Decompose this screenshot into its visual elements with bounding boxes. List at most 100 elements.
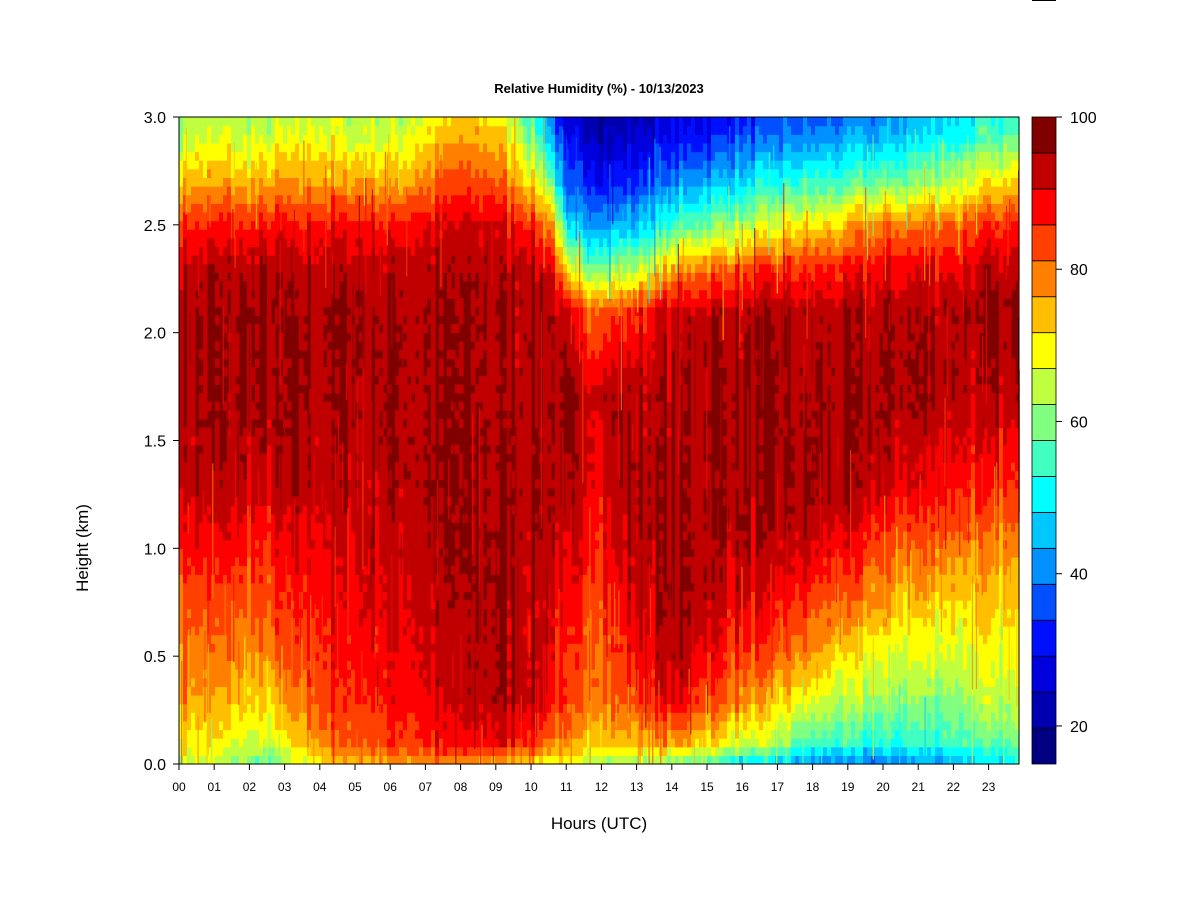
heatmap-cell: [223, 694, 228, 705]
heatmap-cell: [187, 617, 192, 627]
heatmap-cell: [311, 410, 316, 420]
heatmap-cell: [479, 651, 484, 662]
heatmap-cell: [351, 591, 356, 601]
heatmap-cell: [219, 694, 224, 705]
heatmap-cell: [251, 686, 256, 696]
heatmap-cell: [311, 643, 316, 653]
heatmap-cell: [243, 177, 248, 187]
heatmap-cell: [271, 574, 276, 584]
heatmap-cell: [183, 194, 188, 204]
heatmap-cell: [451, 565, 456, 575]
heatmap-cell: [247, 255, 252, 265]
heatmap-cell: [199, 738, 204, 748]
heatmap-cell: [287, 556, 292, 567]
heatmap-cell: [347, 229, 352, 239]
heatmap-cell: [431, 315, 436, 325]
heatmap-cell: [383, 600, 388, 610]
heatmap-cell: [399, 211, 404, 222]
heatmap-cell: [307, 651, 312, 662]
heatmap-cell: [379, 574, 384, 584]
heatmap-cell: [347, 117, 352, 127]
heatmap-cell: [419, 600, 424, 610]
heatmap-cell: [379, 229, 384, 239]
heatmap-cell: [219, 470, 224, 480]
heatmap-cell: [491, 410, 496, 420]
heatmap-cell: [427, 237, 432, 247]
heatmap-cell: [491, 496, 496, 506]
heatmap-cell: [351, 565, 356, 575]
heatmap-cell: [207, 651, 212, 662]
heatmap-cell: [411, 660, 416, 670]
heatmap-cell: [495, 669, 500, 679]
heatmap-cell: [311, 125, 316, 135]
heatmap-cell: [287, 565, 292, 575]
heatmap-cell: [487, 548, 492, 558]
heatmap-cell: [271, 565, 276, 575]
heatmap-cell: [303, 298, 308, 308]
heatmap-cell: [219, 211, 224, 222]
heatmap-cell: [299, 194, 304, 204]
heatmap-cell: [355, 151, 360, 161]
heatmap-cell: [183, 651, 188, 662]
heatmap-cell: [447, 720, 452, 731]
heatmap-cell: [491, 600, 496, 610]
heatmap-cell: [403, 375, 408, 386]
heatmap-cell: [323, 660, 328, 670]
heatmap-cell: [439, 694, 444, 705]
heatmap-cell: [471, 255, 476, 265]
heatmap-cell: [179, 487, 184, 498]
heatmap-cell: [355, 669, 360, 679]
heatmap-cell: [483, 237, 488, 247]
heatmap-cell: [347, 220, 352, 230]
heatmap-cell: [247, 134, 252, 144]
heatmap-cell: [311, 591, 316, 601]
heatmap-cell: [423, 755, 428, 765]
heatmap-cell: [223, 324, 228, 334]
heatmap-cell: [499, 375, 504, 386]
heatmap-cell: [423, 531, 428, 541]
heatmap-cell: [355, 125, 360, 135]
heatmap-cell: [279, 634, 284, 644]
heatmap-cell: [375, 332, 380, 342]
heatmap-cell: [311, 246, 316, 256]
heatmap-cell: [459, 729, 464, 739]
heatmap-cell: [479, 393, 484, 403]
heatmap-cell: [215, 625, 220, 636]
heatmap-cell: [487, 229, 492, 239]
heatmap-cell: [251, 410, 256, 420]
heatmap-cell: [267, 462, 272, 472]
heatmap-cell: [191, 117, 196, 127]
heatmap-cell: [431, 418, 436, 429]
heatmap-cell: [411, 246, 416, 256]
heatmap-cell: [287, 591, 292, 601]
heatmap-cell: [299, 548, 304, 558]
heatmap-cell: [431, 608, 436, 618]
heatmap-cell: [251, 436, 256, 446]
heatmap-cell: [187, 384, 192, 394]
heatmap-cell: [235, 634, 240, 644]
heatmap-cell: [387, 746, 392, 756]
heatmap-cell: [187, 125, 192, 135]
heatmap-cell: [399, 496, 404, 506]
heatmap-cell: [363, 341, 368, 351]
heatmap-cell: [375, 125, 380, 135]
heatmap-cell: [415, 306, 420, 317]
heatmap-cell: [383, 332, 388, 342]
heatmap-cell: [383, 393, 388, 403]
heatmap-cell: [495, 479, 500, 489]
heatmap-cell: [347, 401, 352, 411]
heatmap-cell: [327, 522, 332, 532]
heatmap-cell: [483, 160, 488, 170]
heatmap-cell: [187, 203, 192, 213]
heatmap-cell: [239, 539, 244, 549]
heatmap-cell: [499, 194, 504, 204]
heatmap-cell: [367, 203, 372, 213]
heatmap-cell: [323, 729, 328, 739]
heatmap-cell: [443, 703, 448, 713]
heatmap-cell: [255, 255, 260, 265]
heatmap-cell: [415, 669, 420, 679]
heatmap-cell: [255, 177, 260, 187]
heatmap-cell: [439, 634, 444, 644]
heatmap-cell: [299, 142, 304, 153]
heatmap-cell: [411, 720, 416, 731]
